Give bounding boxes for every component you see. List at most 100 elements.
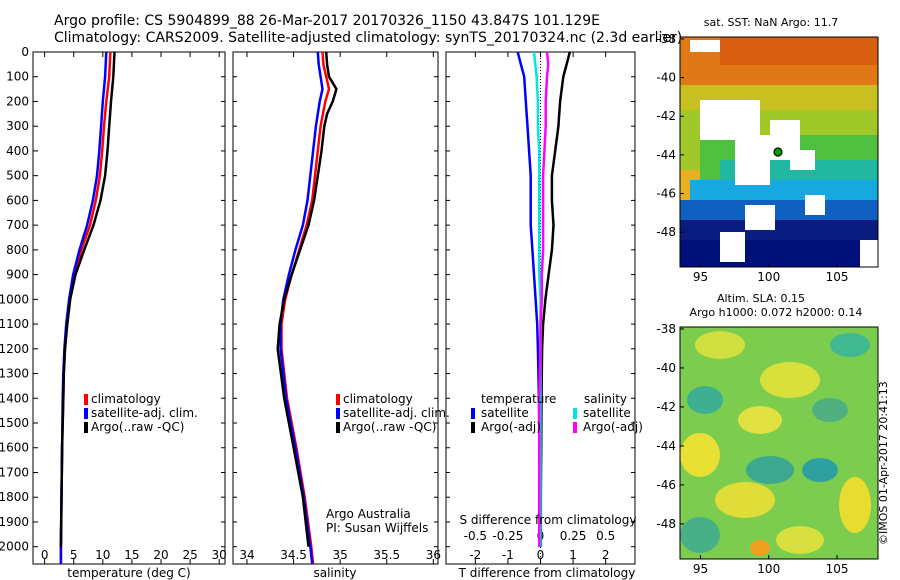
sst-map xyxy=(680,37,878,267)
depth-tick-label: 1000 xyxy=(0,292,29,306)
depth-tick-label: 1200 xyxy=(0,342,29,356)
sla-map-title: Altim. SLA: 0.15 xyxy=(717,292,805,305)
sst-map-title: sat. SST: NaN Argo: 11.7 xyxy=(704,16,838,29)
depth-tick-label: 1400 xyxy=(0,391,29,405)
legend-swatch-climatology xyxy=(84,394,88,405)
depth-tick-label: 1800 xyxy=(0,490,29,504)
imos-credit: ©IMOS 01-Apr-2017 20:41:13 xyxy=(877,381,890,545)
map-y-tick-label: -48 xyxy=(656,517,676,531)
depth-tick-label: 200 xyxy=(6,94,29,108)
x-tick-label: 34.5 xyxy=(280,548,307,562)
depth-tick-label: 400 xyxy=(6,144,29,158)
s-diff-tick-label: 0.25 xyxy=(560,529,587,543)
temperature-xlabel: temperature (deg C) xyxy=(67,566,190,580)
legend-satellite: satellite-adj. clim. xyxy=(343,406,450,420)
t-difference-xlabel: T difference from climatology xyxy=(458,566,636,580)
legend-swatch-argo xyxy=(84,422,88,433)
x-tick-label: 35.5 xyxy=(373,548,400,562)
map-x-tick-label: 100 xyxy=(757,270,780,284)
map-x-tick-label: 100 xyxy=(757,562,780,576)
legend-argo: Argo(..raw -QC) xyxy=(91,420,184,434)
depth-tick-label: 1100 xyxy=(0,317,29,331)
depth-tick-label: 1900 xyxy=(0,515,29,529)
argo-australia-note: Argo Australia xyxy=(326,507,411,521)
depth-tick-label: 2000 xyxy=(0,540,29,554)
x-tick-label: 36 xyxy=(426,548,441,562)
s-diff-tick-label: -0.5 xyxy=(464,529,487,543)
x-tick-label: -1 xyxy=(502,548,514,562)
map-y-tick-label: -44 xyxy=(656,148,676,162)
depth-tick-label: 100 xyxy=(6,70,29,84)
legend-swatch-t-argo xyxy=(471,422,475,433)
legend-swatch-satellite xyxy=(84,408,88,419)
series-salinity-satellite xyxy=(532,51,542,547)
s-difference-label: S difference from climatology xyxy=(460,513,637,527)
legend-argo: Argo(..raw -QC) xyxy=(343,420,436,434)
depth-tick-label: 300 xyxy=(6,119,29,133)
depth-tick-label: 500 xyxy=(6,169,29,183)
depth-tick-label: 1700 xyxy=(0,465,29,479)
x-tick-label: 10 xyxy=(95,548,110,562)
map-y-tick-label: -46 xyxy=(656,478,676,492)
depth-tick-label: 600 xyxy=(6,193,29,207)
series-salinity-argo-adj- xyxy=(537,51,550,547)
x-tick-label: 15 xyxy=(124,548,139,562)
legend-s-argo: Argo(-adj) xyxy=(583,420,643,434)
depth-tick-label: 0 xyxy=(21,45,29,59)
x-tick-label: 1 xyxy=(569,548,577,562)
pi-note: PI: Susan Wijffels xyxy=(326,521,428,535)
legend-swatch-satellite xyxy=(336,408,340,419)
series-satellite-adj-clim- xyxy=(59,51,108,564)
legend-swatch-t-satellite xyxy=(471,408,475,419)
legend-climatology: climatology xyxy=(343,392,413,406)
map-y-tick-label: -42 xyxy=(656,400,676,414)
x-tick-label: -2 xyxy=(469,548,481,562)
sla-map xyxy=(680,327,878,559)
legend-t-satellite: satellite xyxy=(481,406,529,420)
series-temperature-satellite xyxy=(516,51,542,547)
legend-climatology: climatology xyxy=(91,392,161,406)
map-y-tick-label: -46 xyxy=(656,187,676,201)
legend-swatch-argo xyxy=(336,422,340,433)
legend-swatch-climatology xyxy=(336,394,340,405)
depth-tick-label: 1300 xyxy=(0,367,29,381)
x-tick-label: 2 xyxy=(602,548,610,562)
map-y-tick-label: -48 xyxy=(656,225,676,239)
x-tick-label: 35 xyxy=(333,548,348,562)
depth-tick-label: 700 xyxy=(6,218,29,232)
x-tick-label: 30 xyxy=(212,548,227,562)
x-tick-label: 0 xyxy=(41,548,49,562)
map-y-tick-label: -40 xyxy=(656,361,676,375)
map-y-tick-label: -38 xyxy=(656,322,676,336)
salinity-panel xyxy=(232,51,439,565)
x-tick-label: 20 xyxy=(153,548,168,562)
temperature-panel xyxy=(32,51,226,565)
series-argo-raw-qc- xyxy=(276,51,338,547)
legend-header-salinity: salinity xyxy=(584,392,627,406)
salinity-xlabel: salinity xyxy=(313,566,356,580)
legend-header-temperature: temperature xyxy=(481,392,556,406)
legend-s-satellite: satellite xyxy=(583,406,631,420)
series-climatology xyxy=(280,51,331,565)
depth-tick-label: 900 xyxy=(6,268,29,282)
map-y-tick-label: -38 xyxy=(656,32,676,46)
map-x-tick-label: 105 xyxy=(826,562,849,576)
sla-map-subtitle: Argo h1000: 0.072 h2000: 0.14 xyxy=(690,306,863,319)
legend-satellite: satellite-adj. clim. xyxy=(91,406,198,420)
x-tick-label: 0 xyxy=(537,548,545,562)
legend-swatch-s-satellite xyxy=(573,408,577,419)
depth-tick-label: 1500 xyxy=(0,416,29,430)
profile-title: Argo profile: CS 5904899_88 26-Mar-2017 … xyxy=(54,13,601,29)
legend-t-argo: Argo(-adj) xyxy=(481,420,541,434)
depth-tick-label: 1600 xyxy=(0,441,29,455)
series-argo-raw-qc- xyxy=(59,51,116,547)
map-y-tick-label: -40 xyxy=(656,71,676,85)
depth-tick-label: 800 xyxy=(6,243,29,257)
map-x-tick-label: 95 xyxy=(693,270,708,284)
series-satellite-adj-clim- xyxy=(279,51,324,565)
x-tick-label: 25 xyxy=(182,548,197,562)
s-diff-tick-label: -0.25 xyxy=(492,529,523,543)
map-x-tick-label: 95 xyxy=(693,562,708,576)
s-diff-tick-label: 0.5 xyxy=(596,529,615,543)
